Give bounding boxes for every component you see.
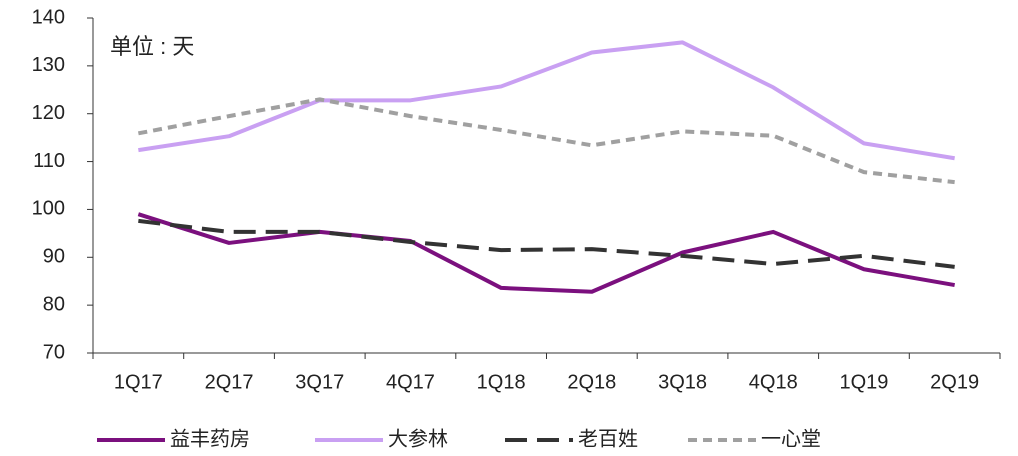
y-tick-label: 100	[32, 198, 65, 220]
y-tick-label: 110	[33, 150, 65, 172]
y-tick-label: 140	[32, 6, 65, 28]
series-line	[138, 40, 955, 161]
x-tick-label: 2Q17	[205, 371, 254, 393]
y-tick-label: 120	[32, 102, 65, 124]
x-tick-label: 2Q19	[930, 371, 979, 393]
y-tick-label: 130	[32, 54, 65, 76]
y-tick-label: 90	[43, 246, 65, 268]
y-tick-label: 70	[43, 341, 65, 363]
legend-label: 一心堂	[761, 427, 821, 450]
x-tick-label: 1Q17	[114, 371, 163, 393]
legend-label: 益丰药房	[170, 427, 250, 450]
legend-label: 大参林	[388, 427, 448, 450]
annotation: 单位 : 天	[110, 34, 194, 59]
series-line	[138, 218, 955, 269]
x-tick-label: 3Q18	[658, 371, 707, 393]
x-tick-label: 2Q18	[567, 371, 616, 393]
x-tick-label: 1Q18	[477, 371, 526, 393]
legend-label: 老百姓	[578, 427, 638, 450]
series-line	[137, 97, 955, 185]
x-tick-label: 3Q17	[295, 371, 344, 393]
x-tick-label: 4Q18	[749, 371, 798, 393]
x-tick-label: 1Q19	[839, 371, 888, 393]
series-line	[137, 212, 955, 294]
x-tick-label: 4Q17	[386, 371, 435, 393]
y-tick-label: 80	[43, 293, 65, 315]
